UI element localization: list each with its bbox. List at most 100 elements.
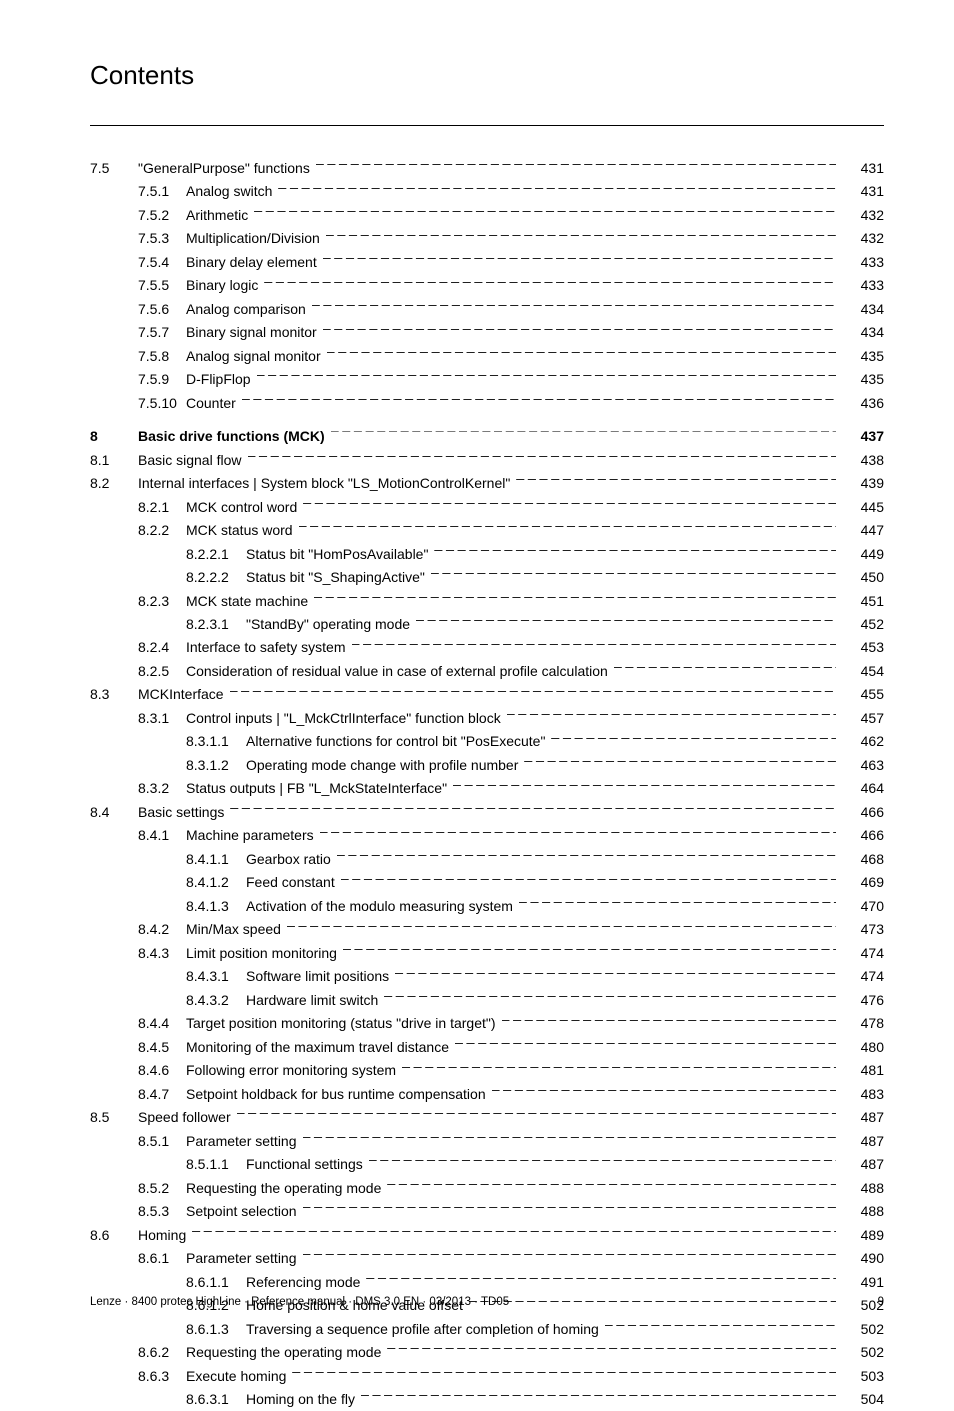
toc-leader xyxy=(287,918,836,935)
toc-leader xyxy=(387,1176,836,1193)
toc-number: 7.5.9 xyxy=(138,369,186,391)
toc-number: 8.4 xyxy=(90,802,138,824)
toc-number: 8.2.2 xyxy=(138,520,186,542)
toc-leader xyxy=(303,1129,837,1146)
toc-label: Gearbox ratio xyxy=(246,849,333,871)
toc-page: 473 xyxy=(840,919,884,941)
toc-number: 8.4.1.2 xyxy=(186,872,246,894)
toc-label: "GeneralPurpose" functions xyxy=(138,158,312,180)
toc-page: 487 xyxy=(840,1154,884,1176)
toc-label: Operating mode change with profile numbe… xyxy=(246,755,520,777)
toc-row: 8.6.3Execute homing503 xyxy=(90,1364,884,1387)
toc-row: 8.6.1Parameter setting490 xyxy=(90,1246,884,1269)
toc-row: 8.4.1.2Feed constant469 xyxy=(90,871,884,894)
toc-row: 8.4.1Machine parameters466 xyxy=(90,824,884,847)
toc-page: 466 xyxy=(840,825,884,847)
toc-row: 8.4.7Setpoint holdback for bus runtime c… xyxy=(90,1082,884,1105)
toc-row: 8.2Internal interfaces | System block "L… xyxy=(90,471,884,494)
toc-row: 8.5Speed follower487 xyxy=(90,1105,884,1128)
table-of-contents: 7.5"GeneralPurpose" functions4317.5.1Ana… xyxy=(90,156,884,1411)
toc-leader xyxy=(492,1082,836,1099)
toc-leader xyxy=(395,964,836,981)
toc-leader xyxy=(192,1223,836,1240)
toc-row: 7.5.7Binary signal monitor434 xyxy=(90,320,884,343)
toc-page: 489 xyxy=(840,1225,884,1247)
toc-page: 463 xyxy=(840,755,884,777)
toc-page: 474 xyxy=(840,966,884,988)
toc-page: 451 xyxy=(840,591,884,613)
toc-label: Basic signal flow xyxy=(138,450,244,472)
toc-label: Parameter setting xyxy=(186,1131,299,1153)
toc-page: 455 xyxy=(840,684,884,706)
toc-label: Functional settings xyxy=(246,1154,365,1176)
toc-row: 8.5.3Setpoint selection488 xyxy=(90,1199,884,1222)
toc-page: 457 xyxy=(840,708,884,730)
toc-row: 8.2.2MCK status word447 xyxy=(90,518,884,541)
toc-number: 8.2.4 xyxy=(138,637,186,659)
toc-page: 437 xyxy=(840,426,884,448)
toc-number: 8.5.3 xyxy=(138,1201,186,1223)
toc-leader xyxy=(248,448,837,465)
toc-leader xyxy=(524,753,836,770)
toc-number: 7.5.5 xyxy=(138,275,186,297)
toc-row: 8.3.1.2Operating mode change with profil… xyxy=(90,753,884,776)
toc-page: 502 xyxy=(840,1342,884,1364)
toc-number: 8.6.2 xyxy=(138,1342,186,1364)
toc-row: 7.5"GeneralPurpose" functions 431 xyxy=(90,156,884,179)
toc-leader xyxy=(303,1199,836,1216)
toc-leader xyxy=(551,730,836,747)
toc-label: Homing xyxy=(138,1225,188,1247)
toc-leader xyxy=(343,941,836,958)
toc-page: 431 xyxy=(840,158,884,180)
toc-label: Multiplication/Division xyxy=(186,228,322,250)
toc-number: 8.6.1.1 xyxy=(186,1272,246,1294)
toc-number: 8.5.1.1 xyxy=(186,1154,246,1176)
toc-leader xyxy=(416,612,836,629)
toc-label: Monitoring of the maximum travel distanc… xyxy=(186,1037,451,1059)
toc-label: Setpoint selection xyxy=(186,1201,299,1223)
toc-label: Alternative functions for control bit "P… xyxy=(246,731,547,753)
toc-label: Analog comparison xyxy=(186,299,308,321)
footer-left: Lenze · 8400 protec HighLine · Reference… xyxy=(90,1296,509,1308)
toc-number: 8.3.1.2 xyxy=(186,755,246,777)
toc-leader xyxy=(337,847,836,864)
toc-label: Hardware limit switch xyxy=(246,990,380,1012)
toc-label: Requesting the operating mode xyxy=(186,1342,383,1364)
toc-number: 7.5.4 xyxy=(138,252,186,274)
toc-number: 7.5 xyxy=(90,158,138,180)
toc-row: 8.4.3.2Hardware limit switch476 xyxy=(90,988,884,1011)
toc-row: 8.6.3.1Homing on the fly504 xyxy=(90,1387,884,1410)
toc-page: 481 xyxy=(840,1060,884,1082)
toc-number: 7.5.2 xyxy=(138,205,186,227)
toc-page: 476 xyxy=(840,990,884,1012)
toc-row: 8.4.3.1Software limit positions474 xyxy=(90,964,884,987)
toc-leader xyxy=(323,250,836,267)
toc-number: 8.2.1 xyxy=(138,497,186,519)
toc-label: Status outputs | FB "L_MckStateInterface… xyxy=(186,778,449,800)
toc-page: 469 xyxy=(840,872,884,894)
toc-number: 7.5.3 xyxy=(138,228,186,250)
toc-leader xyxy=(320,824,836,841)
toc-leader xyxy=(230,683,836,700)
toc-leader xyxy=(254,203,836,220)
toc-row: 7.5.5Binary logic433 xyxy=(90,273,884,296)
toc-page: 436 xyxy=(840,393,884,415)
toc-number: 8.1 xyxy=(90,450,138,472)
toc-row: 8.4.4Target position monitoring (status … xyxy=(90,1011,884,1034)
toc-page: 487 xyxy=(840,1107,884,1129)
toc-row: 8.2.5Consideration of residual value in … xyxy=(90,659,884,682)
toc-row: 8.5.1.1Functional settings 487 xyxy=(90,1152,884,1175)
toc-label: Status bit "HomPosAvailable" xyxy=(246,544,430,566)
toc-row: 8.4.3Limit position monitoring474 xyxy=(90,941,884,964)
toc-page: 487 xyxy=(840,1131,884,1153)
toc-row: 8.2.3.1"StandBy" operating mode452 xyxy=(90,612,884,635)
toc-page: 435 xyxy=(840,369,884,391)
toc-number: 7.5.8 xyxy=(138,346,186,368)
toc-leader xyxy=(230,800,836,817)
toc-number: 8.5.1 xyxy=(138,1131,186,1153)
toc-label: Basic drive functions (MCK) xyxy=(138,426,327,448)
toc-label: Min/Max speed xyxy=(186,919,283,941)
toc-number: 8.6.3.1 xyxy=(186,1389,246,1411)
toc-label: Basic settings xyxy=(138,802,226,824)
toc-number: 8.3.2 xyxy=(138,778,186,800)
